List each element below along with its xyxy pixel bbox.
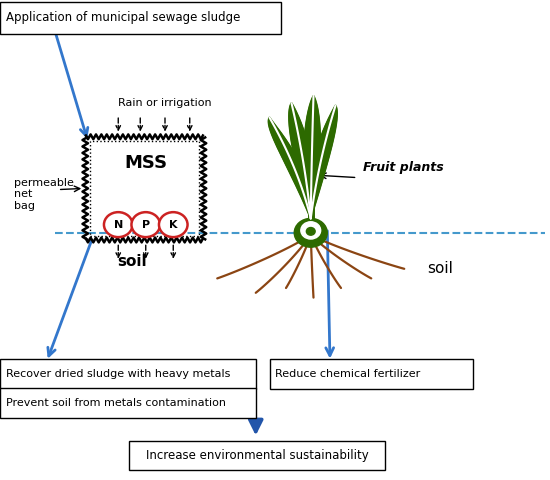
Text: Increase environmental sustainability: Increase environmental sustainability (146, 449, 368, 462)
FancyBboxPatch shape (0, 359, 256, 389)
Polygon shape (289, 103, 314, 218)
Text: P: P (142, 220, 150, 229)
FancyBboxPatch shape (0, 2, 280, 34)
Text: N: N (114, 220, 123, 229)
Circle shape (306, 228, 315, 235)
Text: MSS: MSS (124, 154, 167, 172)
Circle shape (301, 222, 321, 239)
Polygon shape (268, 118, 311, 218)
Text: Rain or irrigation: Rain or irrigation (118, 98, 212, 108)
FancyBboxPatch shape (0, 388, 256, 418)
Circle shape (294, 218, 327, 247)
FancyBboxPatch shape (270, 359, 473, 389)
Polygon shape (304, 96, 320, 218)
Text: soil: soil (117, 254, 147, 269)
Text: permeable
net
bag: permeable net bag (14, 178, 74, 211)
Text: Fruit plants: Fruit plants (363, 161, 444, 175)
Circle shape (159, 212, 188, 237)
Text: Prevent soil from metals contamination: Prevent soil from metals contamination (6, 398, 225, 408)
Polygon shape (310, 106, 337, 218)
Circle shape (131, 212, 160, 237)
Text: Reduce chemical fertilizer: Reduce chemical fertilizer (275, 369, 420, 379)
FancyBboxPatch shape (129, 441, 385, 470)
Text: K: K (169, 220, 178, 229)
Text: Recover dried sludge with heavy metals: Recover dried sludge with heavy metals (6, 369, 230, 379)
Circle shape (104, 212, 133, 237)
Text: soil: soil (427, 261, 453, 276)
FancyBboxPatch shape (85, 137, 204, 240)
Text: Application of municipal sewage sludge: Application of municipal sewage sludge (6, 12, 240, 24)
